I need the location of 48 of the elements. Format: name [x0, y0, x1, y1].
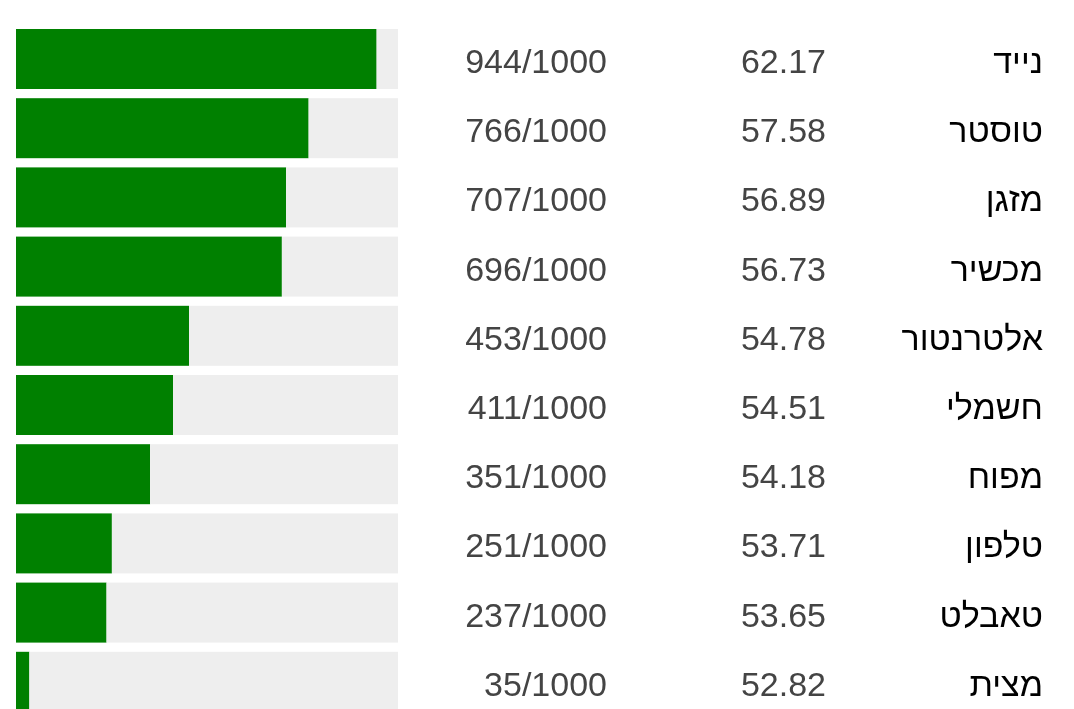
text: 54.51 — [740, 388, 826, 426]
y-tick-label: מזגן — [985, 180, 1043, 219]
text: 62.17 — [740, 42, 826, 80]
y-tick-label: טאבלט — [939, 595, 1043, 634]
bar — [286, 167, 398, 228]
data-label: 35/1000 — [484, 664, 607, 703]
y-tick-label: חשמלי — [945, 388, 1043, 426]
bar — [16, 305, 190, 366]
bar — [308, 98, 398, 159]
bar — [16, 98, 309, 159]
y-tick-label: מפוח — [967, 457, 1043, 496]
bar — [189, 305, 398, 366]
bar — [16, 375, 173, 435]
bar — [106, 582, 398, 643]
data-label: 766/1000 — [465, 111, 607, 150]
bar — [150, 444, 398, 505]
data-label: 411/1000 — [467, 388, 607, 426]
text: 53.71 — [740, 526, 826, 565]
data-label: 944/1000 — [465, 42, 607, 80]
data-label: 251/1000 — [465, 526, 607, 565]
text: 56.73 — [740, 249, 826, 288]
bar — [16, 29, 377, 89]
data-label: 351/1000 — [465, 457, 607, 496]
bar — [16, 444, 151, 505]
data-label: 707/1000 — [465, 180, 607, 219]
y-tick-label: מכשיר — [950, 249, 1043, 288]
text: 54.78 — [740, 318, 826, 357]
text: 56.89 — [740, 180, 826, 219]
text: 52.82 — [740, 664, 826, 703]
bar — [173, 375, 398, 435]
bar — [16, 582, 107, 643]
bar — [16, 167, 287, 228]
y-tick-label: טלפון — [965, 526, 1043, 565]
bar — [281, 236, 398, 297]
y-tick-label: מצית — [969, 664, 1043, 703]
bar — [16, 513, 112, 574]
bar — [111, 513, 398, 574]
y-tick-label: נייד — [993, 42, 1043, 80]
data-label: 696/1000 — [465, 249, 607, 288]
text: 54.18 — [740, 457, 826, 496]
data-label: 237/1000 — [465, 595, 607, 634]
bar — [16, 236, 282, 297]
text: 57.58 — [740, 111, 826, 150]
y-tick-label: טוסטר — [949, 111, 1043, 150]
data-label: 453/1000 — [465, 318, 607, 357]
y-tick-label: אלטרנטור — [901, 318, 1043, 357]
text: 53.65 — [740, 595, 826, 634]
bar — [376, 29, 398, 89]
